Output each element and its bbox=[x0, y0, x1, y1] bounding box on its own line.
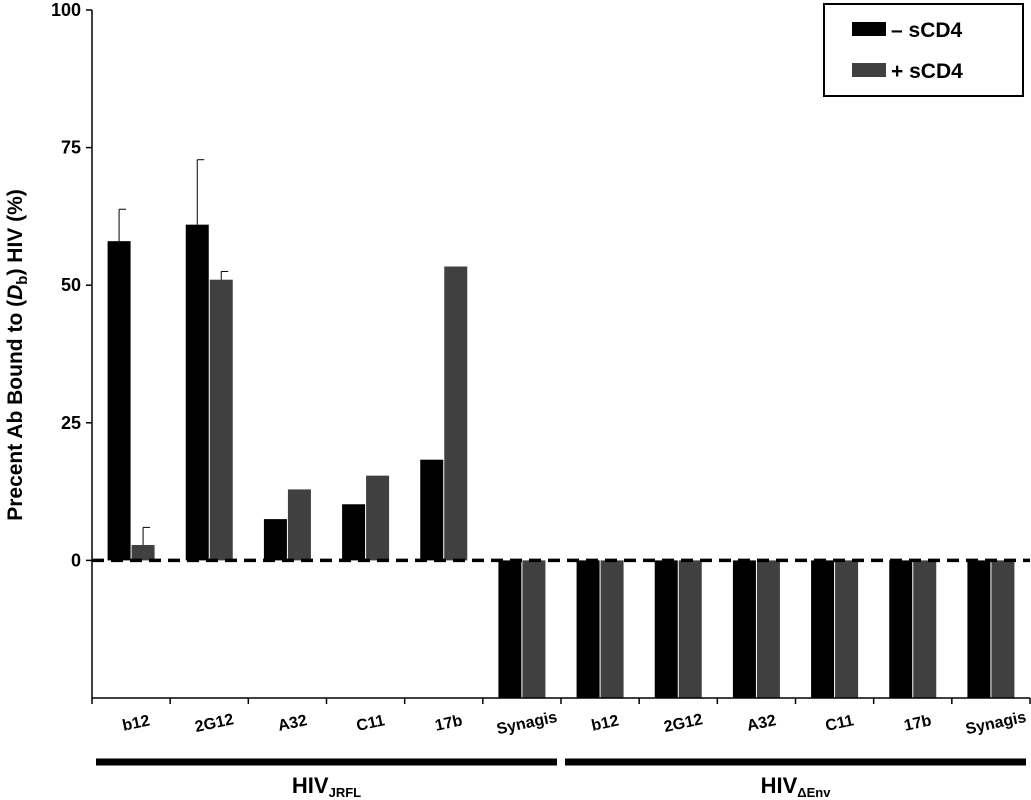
legend-swatch-minus-scd4 bbox=[852, 22, 886, 36]
bar-plus-scd4-10 bbox=[913, 560, 937, 698]
y-ticks-layer: 100 75 50 25 0 bbox=[51, 0, 92, 570]
bar-minus-scd4-7 bbox=[654, 560, 678, 698]
bar-minus-scd4-1 bbox=[185, 224, 209, 561]
bar-minus-scd4-11 bbox=[967, 560, 991, 698]
legend-label-minus-scd4: – sCD4 bbox=[891, 19, 963, 42]
legend: – sCD4 + sCD4 bbox=[823, 3, 1024, 97]
category-label-0: b12 bbox=[121, 712, 152, 734]
bars-layer bbox=[107, 224, 1015, 698]
bar-plus-scd4-5 bbox=[522, 560, 546, 698]
category-label-9: C11 bbox=[824, 712, 855, 735]
bar-minus-scd4-2 bbox=[263, 519, 287, 561]
bar-plus-scd4-11 bbox=[991, 560, 1015, 698]
category-label-10: 17b bbox=[903, 712, 934, 734]
legend-box bbox=[823, 3, 1024, 97]
bar-plus-scd4-9 bbox=[835, 560, 859, 698]
category-label-3: C11 bbox=[355, 712, 386, 735]
group-label-1: HIVΔEnv bbox=[761, 773, 832, 800]
bar-plus-scd4-0 bbox=[131, 544, 155, 561]
bar-plus-scd4-4 bbox=[444, 266, 468, 561]
bar-plus-scd4-8 bbox=[756, 560, 780, 698]
bar-minus-scd4-10 bbox=[889, 560, 913, 698]
bar-plus-scd4-3 bbox=[366, 475, 390, 561]
bar-plus-scd4-2 bbox=[287, 489, 311, 561]
bar-plus-scd4-1 bbox=[209, 279, 233, 561]
y-tick-label-2: 50 bbox=[61, 275, 81, 295]
bar-plus-scd4-7 bbox=[678, 560, 702, 698]
category-label-8: A32 bbox=[745, 712, 777, 735]
category-label-11: Synagis bbox=[964, 709, 1028, 738]
group-label-0: HIVJRFL bbox=[292, 773, 361, 800]
category-label-1: 2G12 bbox=[193, 711, 235, 736]
error-bars-layer bbox=[118, 159, 229, 545]
y-axis-label: Precent Ab Bound to (Db) HIV (%) bbox=[4, 189, 31, 521]
y-tick-label-1: 75 bbox=[61, 138, 81, 158]
bar-minus-scd4-5 bbox=[498, 560, 522, 698]
group-labels-layer: HIVJRFL HIVΔEnv bbox=[96, 758, 1026, 800]
x-ticks-layer: b12 2G12 A32 C11 17b Synagis b12 2G12 A32 C11 17b S… bbox=[91, 698, 1031, 738]
bar-minus-scd4-3 bbox=[342, 504, 366, 561]
bar-minus-scd4-4 bbox=[420, 459, 444, 561]
category-label-5: Synagis bbox=[495, 709, 559, 738]
bar-minus-scd4-8 bbox=[732, 560, 756, 698]
bar-minus-scd4-9 bbox=[811, 560, 835, 698]
category-label-4: 17b bbox=[434, 712, 465, 734]
y-tick-label-4: 0 bbox=[71, 550, 81, 570]
legend-label-plus-scd4: + sCD4 bbox=[891, 60, 963, 83]
category-label-2: A32 bbox=[276, 712, 308, 735]
bar-minus-scd4-6 bbox=[576, 560, 600, 698]
category-label-7: 2G12 bbox=[662, 711, 704, 736]
category-label-6: b12 bbox=[590, 712, 621, 734]
legend-swatch-plus-scd4 bbox=[852, 63, 886, 77]
bar-minus-scd4-0 bbox=[107, 241, 131, 561]
y-tick-label-3: 25 bbox=[61, 413, 81, 433]
bar-plus-scd4-6 bbox=[600, 560, 624, 698]
y-tick-label-0: 100 bbox=[51, 0, 81, 20]
